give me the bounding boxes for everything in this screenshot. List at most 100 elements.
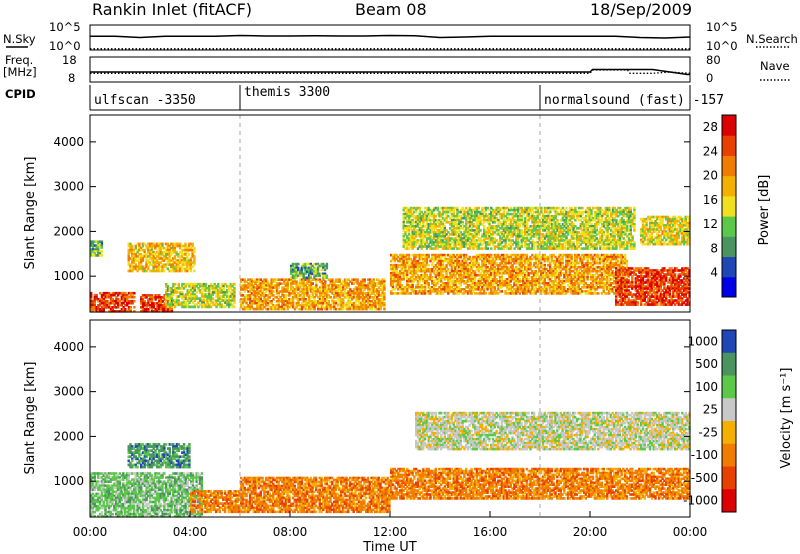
data-cell: [261, 280, 264, 283]
data-cell: [170, 303, 173, 307]
data-cell: [349, 288, 352, 291]
data-cell: [325, 266, 329, 270]
data-cell: [286, 307, 289, 311]
data-cell: [390, 271, 393, 275]
data-cell: [263, 296, 266, 299]
data-cell: [356, 305, 359, 309]
data-cell: [484, 276, 487, 279]
data-cell: [291, 286, 295, 289]
data-cell: [361, 294, 365, 297]
data-cell: [325, 307, 329, 311]
data-cell: [461, 263, 464, 267]
data-cell: [186, 299, 189, 302]
data-cell: [515, 288, 518, 291]
data-cell: [177, 303, 180, 307]
data-cell: [304, 286, 307, 289]
data-cell: [407, 257, 411, 261]
data-cell: [347, 307, 350, 311]
data-cell: [523, 261, 527, 265]
data-cell: [127, 257, 130, 260]
data-cell: [190, 305, 193, 309]
data-cell: [261, 282, 264, 285]
data-cell: [152, 250, 155, 254]
data-cell: [323, 274, 327, 278]
data-cell: [195, 303, 198, 307]
data-cell: [145, 296, 148, 299]
data-cell: [361, 292, 365, 295]
data-cell: [465, 280, 468, 283]
data-cell: [259, 298, 263, 301]
data-cell: [361, 296, 365, 299]
data-cell: [349, 290, 352, 293]
data-cell: [482, 273, 486, 277]
data-cell: [411, 276, 414, 279]
data-cell: [390, 276, 393, 279]
data-cell: [515, 257, 518, 261]
data-cell: [459, 288, 462, 291]
data-cell: [284, 278, 288, 281]
data-cell: [90, 244, 93, 247]
data-cell: [141, 265, 145, 269]
data-cell: [306, 294, 309, 297]
data-cell: [361, 300, 365, 303]
data-cell: [98, 254, 102, 257]
data-cell: [147, 265, 150, 269]
data-cell: [500, 286, 504, 289]
data-cell: [488, 273, 491, 277]
data-cell: [109, 295, 113, 299]
data-cell: [322, 282, 325, 285]
data-cell: [400, 263, 404, 267]
data-cell: [411, 253, 414, 257]
data-cell: [323, 276, 327, 280]
data-cell: [347, 303, 350, 307]
data-cell: [93, 303, 96, 307]
data-cell: [256, 298, 259, 301]
data-cell: [175, 253, 178, 256]
data-cell: [315, 288, 318, 291]
data-cell: [129, 310, 132, 313]
data-cell: [461, 257, 464, 261]
data-cell: [422, 286, 425, 289]
data-cell: [152, 304, 155, 307]
data-cell: [466, 269, 470, 273]
data-cell: [199, 291, 202, 294]
data-cell: [304, 305, 307, 309]
data-cell: [409, 261, 412, 265]
data-cell: [141, 298, 145, 301]
data-cell: [217, 289, 220, 292]
data-cell: [500, 267, 504, 271]
data-cell: [324, 288, 327, 291]
data-cell: [472, 269, 475, 273]
data-cell: [313, 301, 316, 305]
data-cell: [306, 301, 309, 305]
data-cell: [488, 292, 491, 295]
data-cell: [222, 293, 225, 296]
data-cell: [440, 284, 443, 287]
data-cell: [457, 276, 461, 279]
data-cell: [240, 288, 243, 291]
data-cell: [523, 273, 527, 277]
data-cell: [150, 250, 153, 254]
data-cell: [509, 253, 512, 257]
data-cell: [98, 246, 102, 249]
data-cell: [504, 263, 507, 267]
data-cell: [293, 307, 297, 311]
data-cell: [189, 265, 193, 269]
data-cell: [418, 278, 421, 281]
data-cell: [152, 296, 155, 299]
data-cell: [307, 268, 311, 272]
data-cell: [423, 253, 427, 257]
data-cell: [502, 259, 505, 263]
data-cell: [90, 252, 93, 255]
data-cell: [443, 288, 446, 291]
data-cell: [215, 299, 218, 302]
data-cell: [448, 255, 452, 259]
data-cell: [406, 273, 409, 277]
data-cell: [226, 299, 229, 302]
data-cell: [513, 284, 516, 287]
data-cell: [523, 284, 527, 287]
data-cell: [188, 289, 191, 292]
data-cell: [383, 284, 386, 287]
data-cell: [482, 290, 486, 293]
data-cell: [340, 303, 343, 307]
